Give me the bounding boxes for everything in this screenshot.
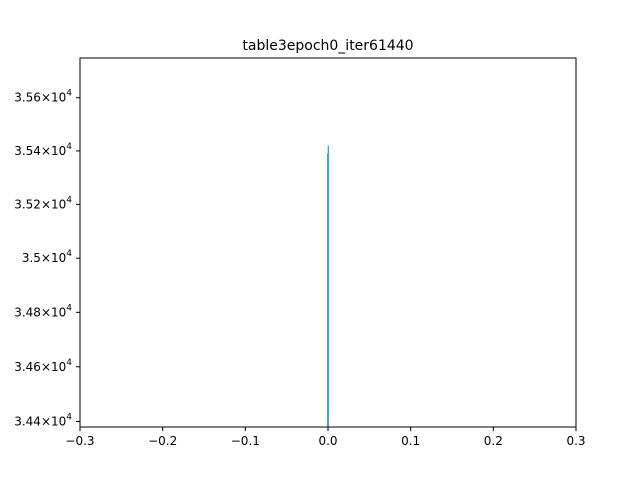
x-tick-label: 0.0 [318,434,337,448]
x-axis: −0.3 −0.2 −0.1 0.0 0.1 0.2 0.3 [65,427,586,448]
bars-group [327,145,329,427]
chart-title: table3epoch0_iter61440 [242,38,413,54]
y-axis: 3.44×104 3.46×104 3.48×104 3.5×104 3.52×104 3… [14,89,80,429]
y-tick-label: 3.54×104 [14,142,72,158]
x-tick-label: 0.2 [484,434,503,448]
histogram-bar-1 [327,145,329,427]
y-tick-label: 3.44×104 [14,413,72,429]
x-tick-label: 0.1 [401,434,420,448]
x-tick-label: −0.3 [65,434,94,448]
x-tick-label: 0.3 [566,434,585,448]
y-tick-label: 3.46×104 [14,358,72,374]
plot-frame [79,57,577,428]
x-tick-label: −0.1 [231,434,260,448]
y-tick-label: 3.56×104 [14,89,72,105]
y-tick-label: 3.5×104 [22,249,72,265]
y-tick-label: 3.48×104 [14,303,72,319]
y-tick-label: 3.52×104 [14,195,72,211]
x-tick-label: −0.2 [148,434,177,448]
